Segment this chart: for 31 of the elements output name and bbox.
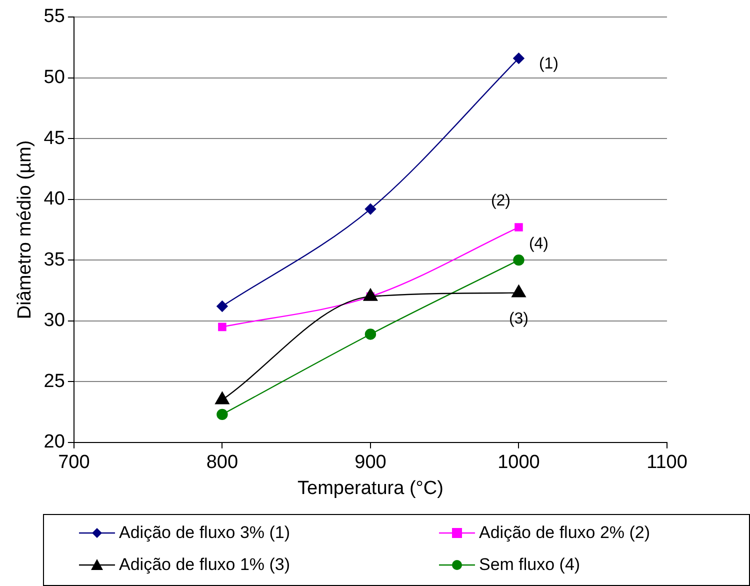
annotation: (4)	[528, 235, 549, 252]
point	[364, 203, 376, 215]
y-tick-label: 55	[44, 6, 65, 28]
point	[216, 300, 228, 312]
y-tick-label: 20	[44, 432, 65, 453]
y-tick-label: 35	[44, 249, 65, 270]
y-tick-label: 40	[44, 188, 65, 210]
legend-label: Adição de fluxo 1% (3)	[119, 555, 290, 575]
annotation: (3)	[508, 310, 529, 328]
x-tick-label: 700	[58, 452, 90, 474]
legend-label: Sem fluxo (4)	[479, 555, 580, 575]
point	[364, 328, 376, 340]
y-axis-title: Diâmetro médio (µm)	[14, 140, 36, 320]
point	[513, 254, 524, 266]
x-axis-title: Temperatura (°C)	[298, 478, 444, 499]
x-tick-label: 800	[206, 452, 238, 474]
x-tick-label: 1100	[646, 452, 688, 474]
point	[514, 223, 523, 232]
legend-label: Adição de fluxo 2% (2)	[479, 523, 650, 543]
y-tick-label: 30	[44, 310, 65, 332]
point	[513, 52, 524, 64]
x-tick-label: 1000	[498, 452, 540, 474]
point	[216, 408, 228, 420]
x-tick-label: 900	[354, 452, 386, 474]
annotation: (1)	[538, 56, 559, 73]
y-tick-label: 45	[44, 128, 65, 149]
y-tick-label: 50	[44, 67, 65, 88]
annotation: (2)	[490, 192, 511, 210]
y-tick-label: 25	[44, 370, 65, 392]
point	[218, 322, 226, 332]
legend-label: Adição de fluxo 3% (1)	[119, 523, 290, 543]
